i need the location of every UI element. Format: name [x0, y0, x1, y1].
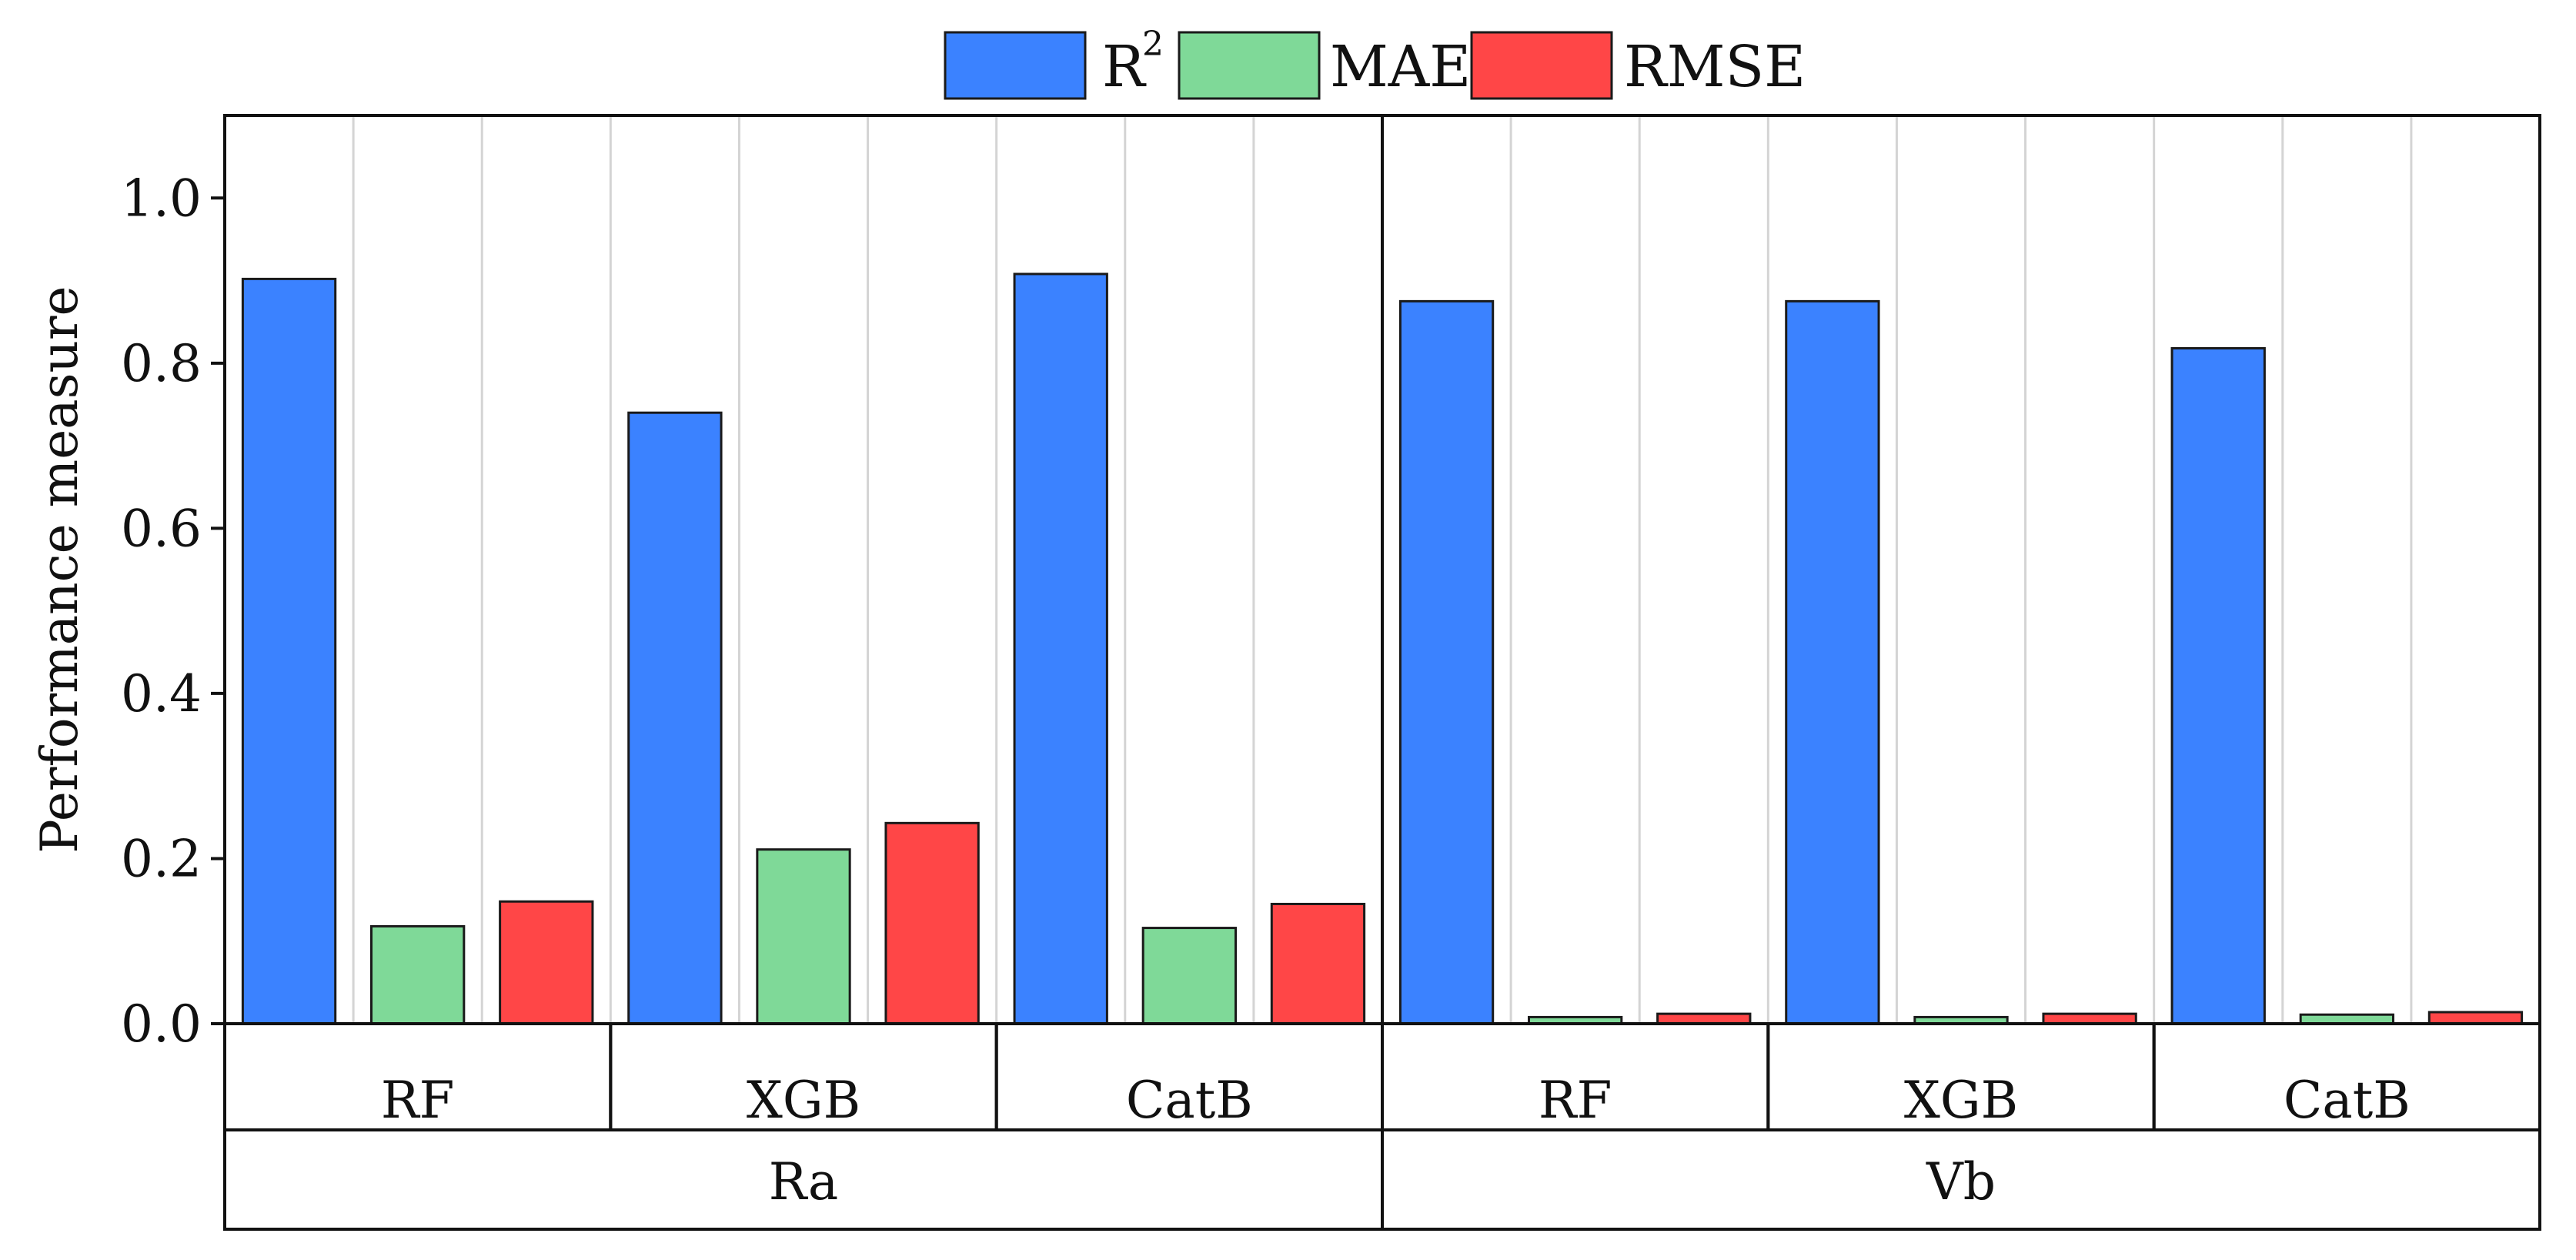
- model-label-xgb: XGB: [1904, 1071, 2018, 1130]
- bar-rmse-ra-rf: [499, 900, 594, 1025]
- y-axis-title: Performance measure: [30, 286, 89, 853]
- legend-label-mae: MAE: [1330, 34, 1471, 100]
- legend-label-rmse: RMSE: [1624, 34, 1806, 100]
- y-axis: 0.0 0.2 0.4 0.6 0.8 1.0: [121, 169, 225, 1054]
- vertical-gridlines: [352, 115, 2413, 1024]
- legend-superscript: 2: [1142, 25, 1164, 64]
- y-tick-label: 0.6: [121, 499, 202, 558]
- bar-r-ra-rf: [241, 277, 337, 1025]
- model-label-rf: RF: [1539, 1071, 1612, 1130]
- model-label-xgb: XGB: [747, 1071, 860, 1130]
- bar-r-vb-xgb: [1785, 299, 1880, 1025]
- bar-mae-ra-rf: [370, 924, 466, 1025]
- bar-mae-ra-xgb: [756, 848, 851, 1025]
- y-tick-label: 0.4: [121, 664, 202, 724]
- model-label-catb: CatB: [2284, 1071, 2411, 1130]
- model-label-catb: CatB: [1126, 1071, 1253, 1130]
- bar-r-ra-catb: [1013, 272, 1108, 1025]
- group-label-vb: Vb: [1926, 1152, 1996, 1212]
- bar-mae-ra-catb: [1141, 927, 1237, 1025]
- y-tick-label: 0.8: [121, 334, 202, 393]
- y-tick-label: 1.0: [121, 169, 202, 228]
- legend-swatch-mae: [1178, 31, 1321, 100]
- bar-rmse-ra-catb: [1270, 902, 1366, 1025]
- legend-swatch-rmse: [1470, 31, 1613, 100]
- legend-label-r: R: [1102, 34, 1147, 100]
- bar-r-ra-xgb: [627, 411, 723, 1025]
- y-tick-label: 0.2: [121, 829, 202, 888]
- x-category-axis: RF XGB CatB Ra RF XGB CatB Vb: [223, 1022, 2542, 1231]
- group-label-ra: Ra: [769, 1152, 839, 1212]
- y-tick-label: 0.0: [121, 994, 202, 1054]
- legend: R2 MAE RMSE: [944, 25, 1806, 100]
- bar-r-vb-catb: [2170, 347, 2266, 1025]
- bar-rmse-vb-catb: [2427, 1011, 2524, 1025]
- legend-swatch-r: [944, 31, 1087, 100]
- bars-layer: [241, 272, 2524, 1025]
- group-cell: [1381, 1128, 2541, 1231]
- model-label-rf: RF: [381, 1071, 455, 1130]
- bar-r-vb-rf: [1398, 299, 1495, 1025]
- bar-rmse-ra-xgb: [884, 821, 980, 1025]
